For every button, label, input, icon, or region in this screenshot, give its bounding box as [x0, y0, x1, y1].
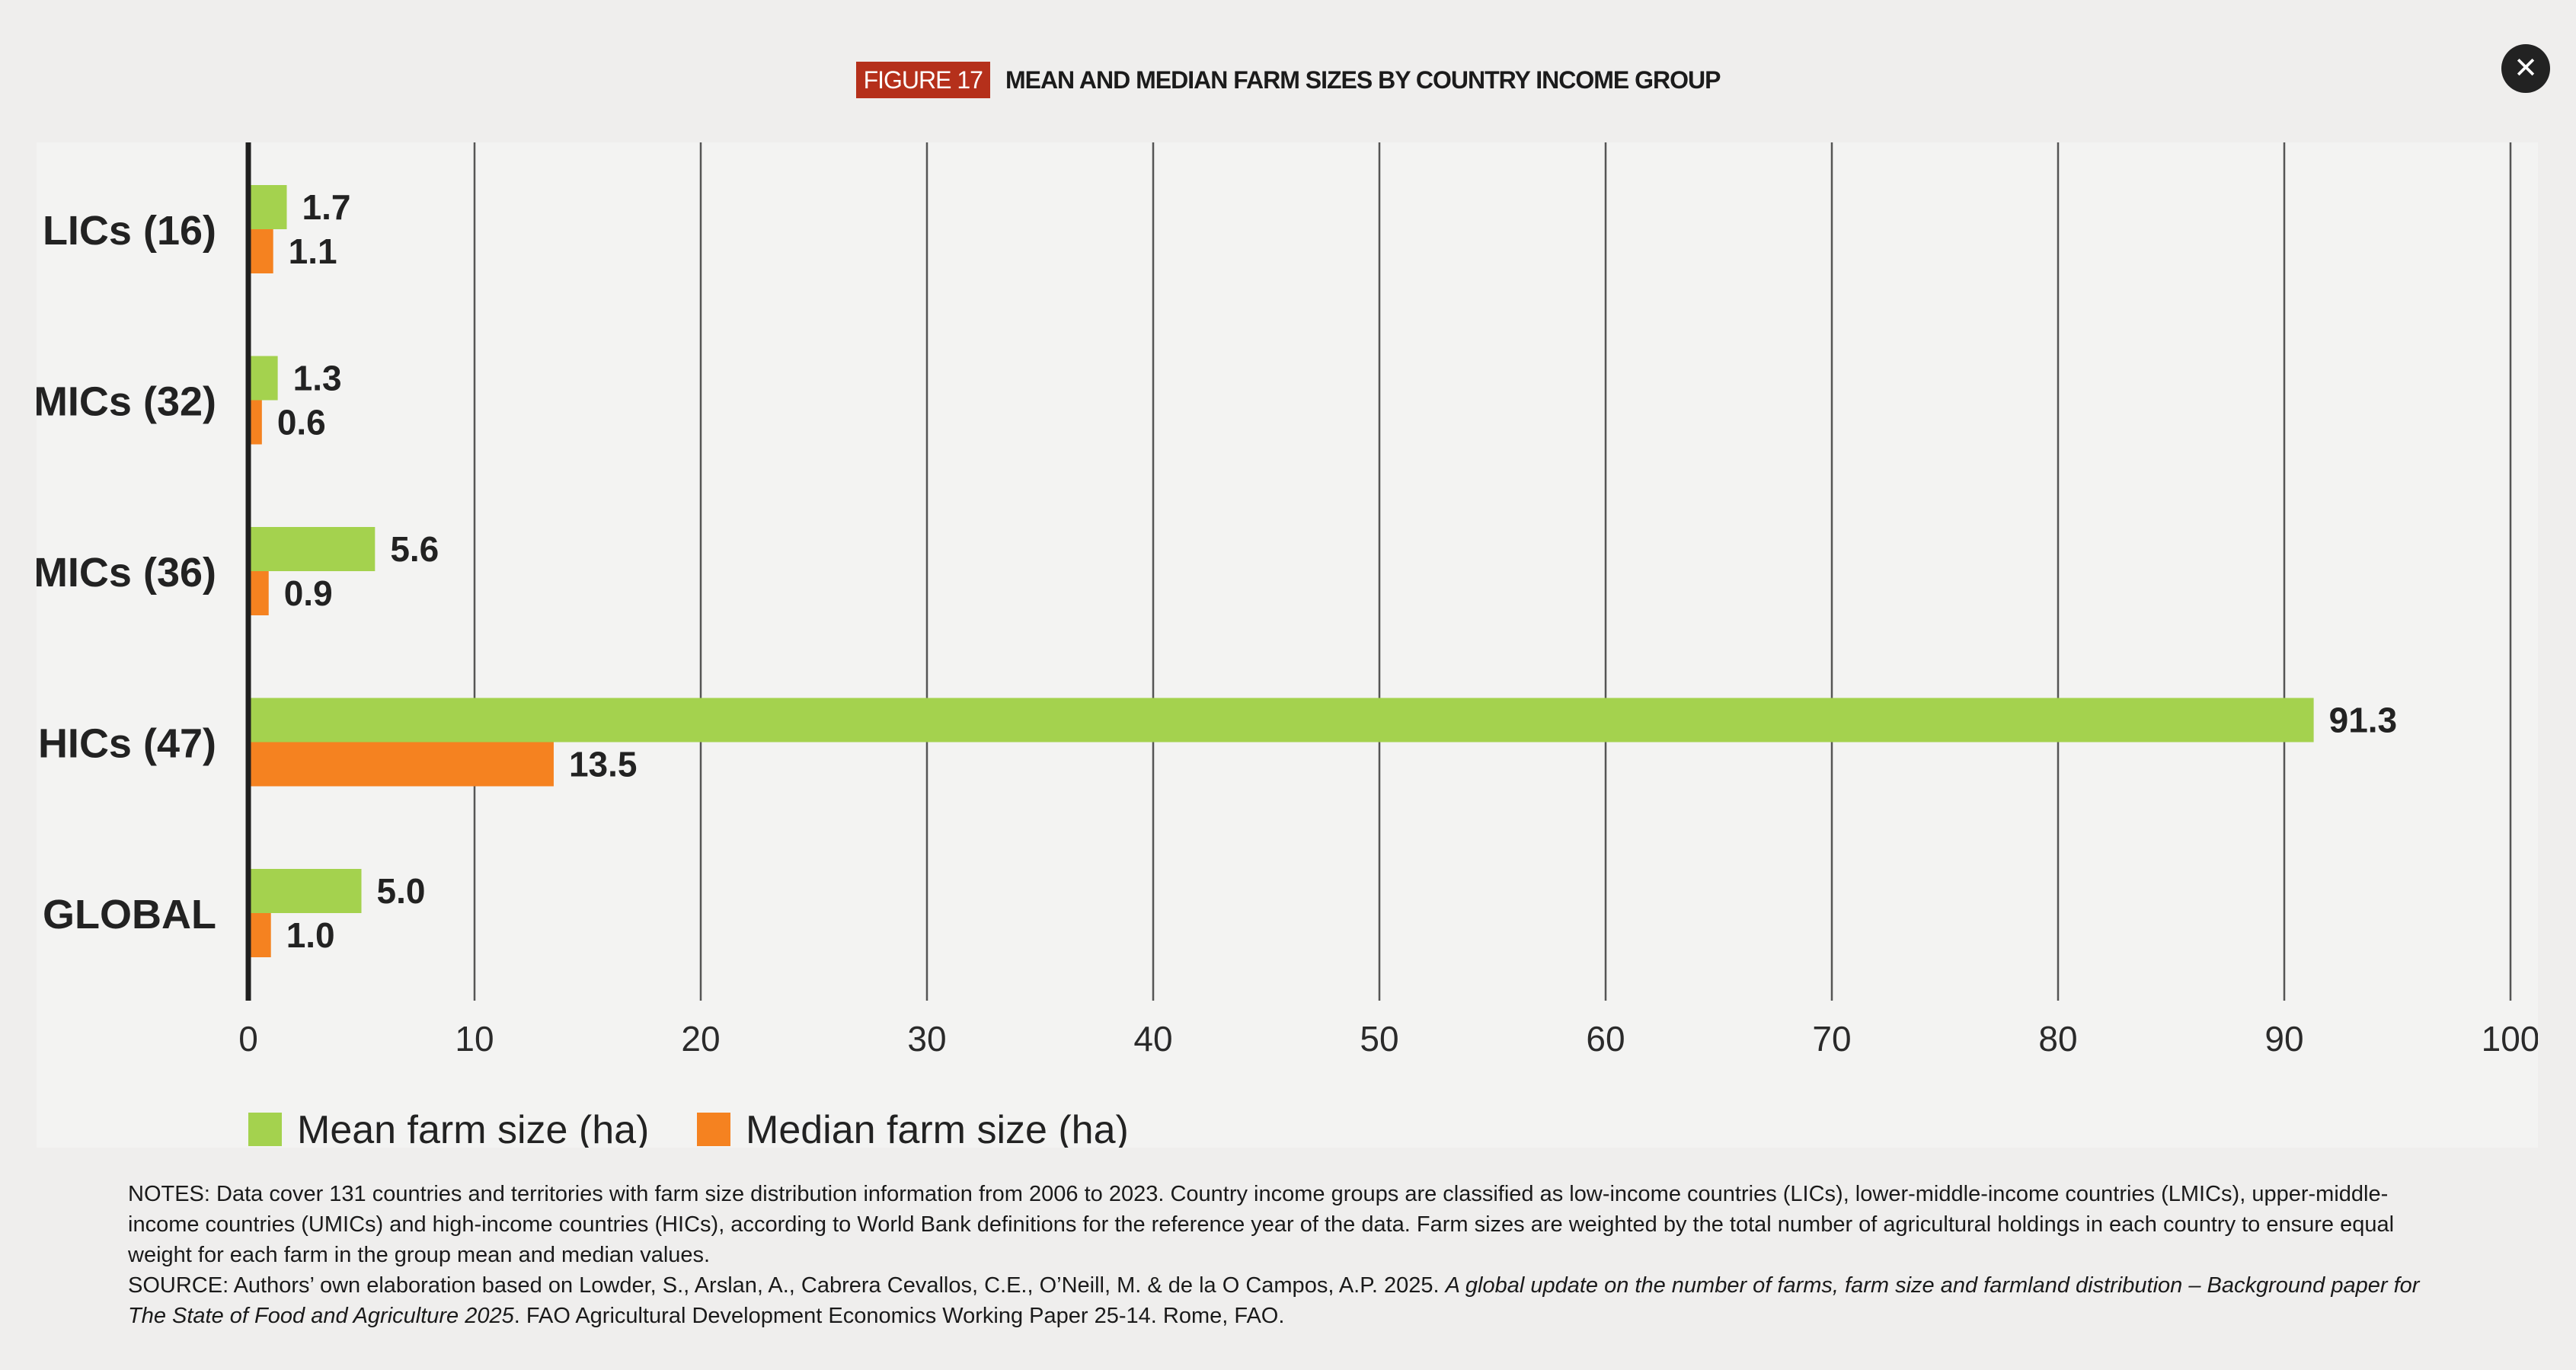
data-label: 13.5: [569, 745, 638, 784]
x-tick-label: 20: [681, 1019, 720, 1059]
category-label: UMICs (36): [37, 550, 216, 596]
x-tick-label: 40: [1133, 1019, 1172, 1059]
data-label: 1.7: [302, 187, 350, 227]
data-label: 5.6: [390, 529, 439, 569]
figure-title: MEAN AND MEDIAN FARM SIZES BY COUNTRY IN…: [1005, 65, 1721, 94]
data-label: 0.9: [284, 573, 333, 613]
bar-median: [248, 400, 262, 445]
data-label: 5.0: [377, 871, 426, 911]
bar-mean: [248, 527, 376, 571]
notes-section: NOTES: Data cover 131 countries and terr…: [128, 1179, 2459, 1331]
x-tick-label: 10: [455, 1019, 494, 1059]
category-label: LMICs (32): [37, 379, 216, 425]
data-label: 1.0: [286, 915, 335, 955]
bar-median: [248, 742, 554, 787]
source-suffix: . FAO Agricultural Development Economics…: [513, 1304, 1285, 1328]
bar-mean: [248, 698, 2314, 742]
category-label: LICs (16): [43, 208, 216, 254]
x-tick-label: 90: [2264, 1019, 2303, 1059]
bar-chart: 0 10 20 30 40 50 60 70 80 90 100 1.7 1.1 LICs (16) 1.3…: [37, 142, 2538, 1148]
close-button[interactable]: ✕: [2501, 44, 2550, 93]
category-label: HICs (47): [38, 721, 216, 767]
x-tick-label: 70: [1812, 1019, 1851, 1059]
bar-mean: [248, 356, 278, 401]
legend-label-mean: Mean farm size (ha): [297, 1108, 649, 1148]
x-tick-label: 80: [2038, 1019, 2077, 1059]
bar-median: [248, 913, 271, 957]
source-prefix: SOURCE: Authors’ own elaboration based o…: [128, 1273, 1446, 1298]
chart-panel: 0 10 20 30 40 50 60 70 80 90 100 1.7 1.1 LICs (16) 1.3…: [37, 142, 2538, 1148]
bar-mean: [248, 869, 362, 913]
data-label: 1.1: [289, 232, 337, 271]
bar-mean: [248, 185, 287, 229]
x-tick-label: 50: [1360, 1019, 1398, 1059]
source-text: SOURCE: Authors’ own elaboration based o…: [128, 1270, 2459, 1331]
notes-text: NOTES: Data cover 131 countries and terr…: [128, 1182, 2395, 1267]
legend-label-median: Median farm size (ha): [746, 1108, 1129, 1148]
figure-number-badge: FIGURE 17: [855, 62, 990, 98]
category-label: GLOBAL: [43, 892, 216, 937]
source-title: A global update on the number of farms, …: [128, 1273, 2420, 1328]
x-tick-label: 60: [1586, 1019, 1625, 1059]
x-tick-label: 100: [2482, 1019, 2538, 1059]
figure-header: FIGURE 17 MEAN AND MEDIAN FARM SIZES BY …: [0, 61, 2576, 99]
legend-swatch-mean: [248, 1113, 282, 1146]
x-tick-label: 0: [238, 1019, 258, 1059]
bar-median: [248, 229, 273, 273]
data-label: 0.6: [277, 403, 326, 442]
legend-swatch-median: [697, 1113, 730, 1146]
data-label: 1.3: [293, 359, 342, 398]
x-tick-label: 30: [907, 1019, 946, 1059]
data-label: 91.3: [2329, 701, 2398, 740]
bar-median: [248, 571, 269, 615]
